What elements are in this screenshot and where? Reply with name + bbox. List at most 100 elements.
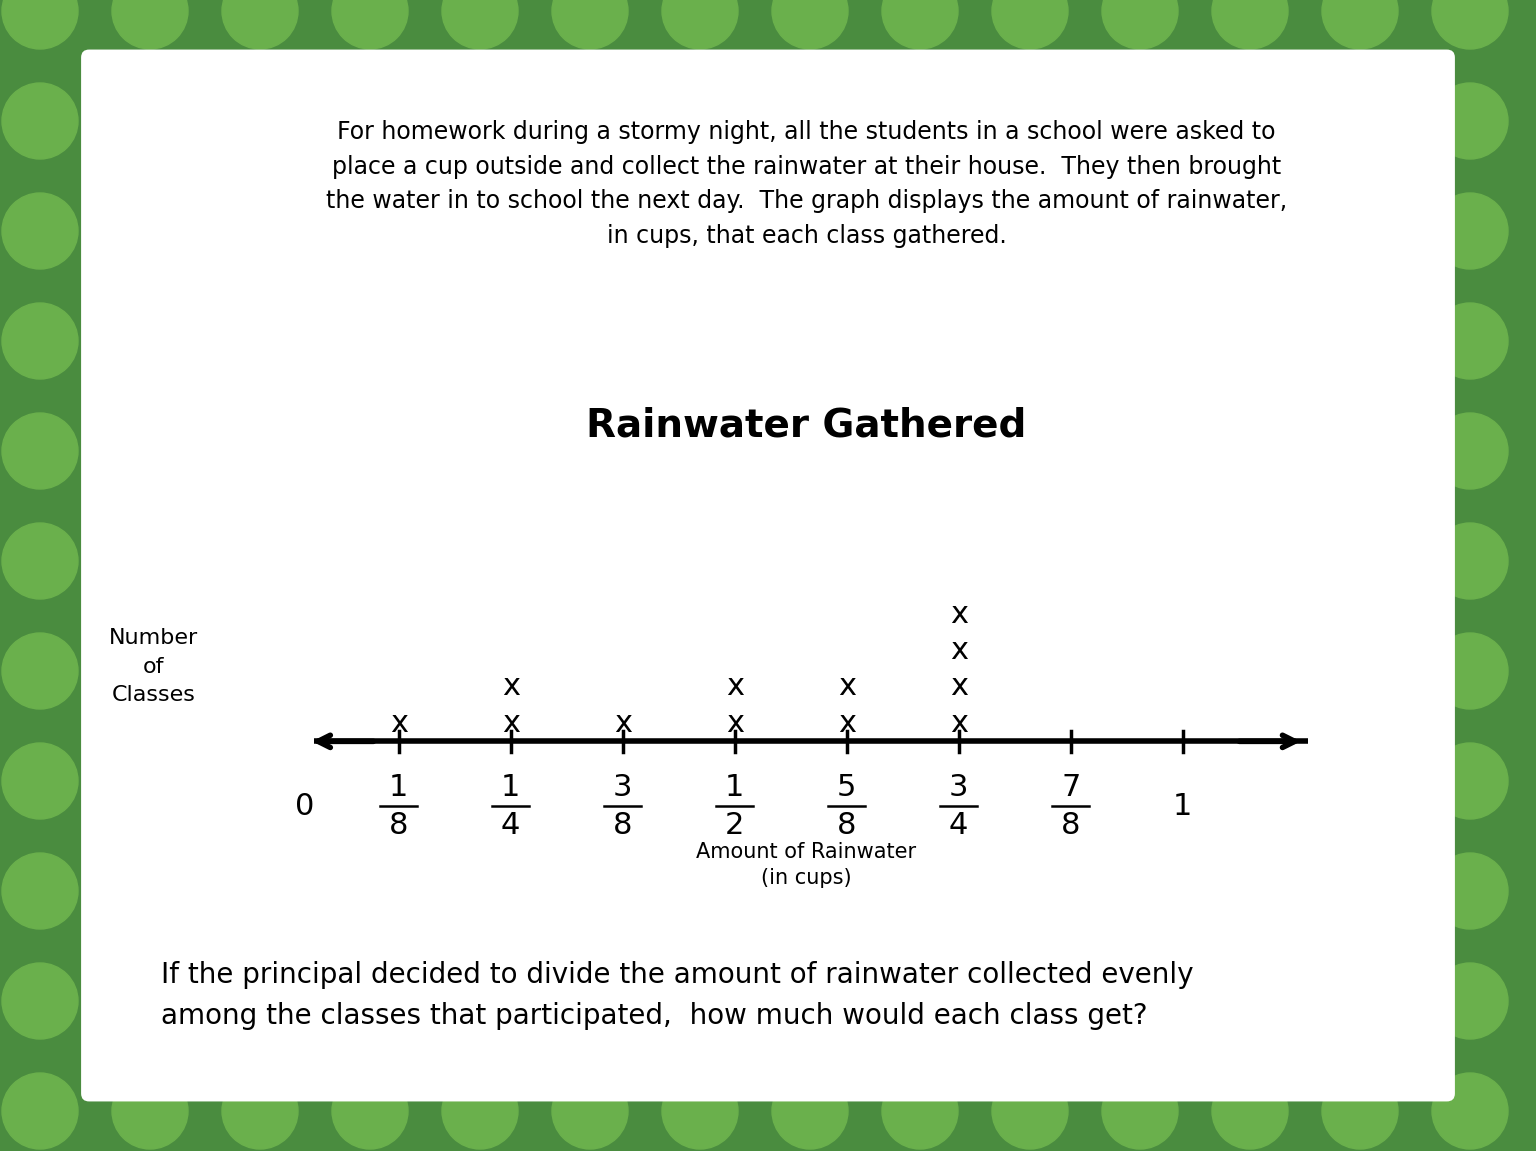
Circle shape bbox=[773, 193, 848, 269]
Circle shape bbox=[1432, 633, 1508, 709]
Text: 1: 1 bbox=[389, 772, 409, 802]
Circle shape bbox=[662, 853, 737, 929]
Circle shape bbox=[1212, 193, 1289, 269]
Circle shape bbox=[442, 963, 518, 1039]
Circle shape bbox=[551, 193, 628, 269]
Circle shape bbox=[1432, 303, 1508, 379]
Circle shape bbox=[2, 193, 78, 269]
Circle shape bbox=[882, 303, 958, 379]
Circle shape bbox=[112, 303, 187, 379]
Text: 0: 0 bbox=[295, 792, 315, 822]
Circle shape bbox=[1101, 853, 1178, 929]
Circle shape bbox=[882, 963, 958, 1039]
Circle shape bbox=[112, 523, 187, 599]
Circle shape bbox=[1432, 83, 1508, 159]
Text: x: x bbox=[725, 709, 743, 738]
Circle shape bbox=[882, 1073, 958, 1149]
Circle shape bbox=[223, 303, 298, 379]
Text: x: x bbox=[390, 709, 407, 738]
Circle shape bbox=[1212, 633, 1289, 709]
Circle shape bbox=[882, 523, 958, 599]
Circle shape bbox=[662, 193, 737, 269]
Circle shape bbox=[223, 0, 298, 49]
Circle shape bbox=[442, 1073, 518, 1149]
Circle shape bbox=[551, 83, 628, 159]
Circle shape bbox=[1101, 963, 1178, 1039]
Circle shape bbox=[551, 963, 628, 1039]
Circle shape bbox=[332, 744, 409, 820]
Circle shape bbox=[773, 303, 848, 379]
Text: Classes: Classes bbox=[112, 685, 195, 706]
Circle shape bbox=[551, 523, 628, 599]
Circle shape bbox=[112, 853, 187, 929]
Circle shape bbox=[2, 744, 78, 820]
Circle shape bbox=[551, 413, 628, 489]
Circle shape bbox=[882, 633, 958, 709]
Text: 3: 3 bbox=[949, 772, 969, 802]
Circle shape bbox=[882, 83, 958, 159]
Circle shape bbox=[1101, 744, 1178, 820]
Circle shape bbox=[1101, 1073, 1178, 1149]
Circle shape bbox=[1322, 1073, 1398, 1149]
Circle shape bbox=[773, 963, 848, 1039]
Circle shape bbox=[992, 83, 1068, 159]
Text: 8: 8 bbox=[837, 810, 857, 840]
Circle shape bbox=[223, 963, 298, 1039]
Text: 7: 7 bbox=[1061, 772, 1080, 802]
Circle shape bbox=[2, 83, 78, 159]
Circle shape bbox=[662, 523, 737, 599]
Circle shape bbox=[1322, 744, 1398, 820]
Circle shape bbox=[1101, 303, 1178, 379]
Circle shape bbox=[2, 1073, 78, 1149]
Text: x: x bbox=[502, 709, 519, 738]
Circle shape bbox=[551, 1073, 628, 1149]
Circle shape bbox=[1322, 963, 1398, 1039]
Circle shape bbox=[551, 633, 628, 709]
Circle shape bbox=[332, 413, 409, 489]
Circle shape bbox=[662, 633, 737, 709]
Text: of: of bbox=[143, 656, 164, 677]
Circle shape bbox=[2, 853, 78, 929]
Text: x: x bbox=[949, 637, 968, 665]
Circle shape bbox=[882, 193, 958, 269]
Circle shape bbox=[1322, 633, 1398, 709]
Circle shape bbox=[332, 523, 409, 599]
Circle shape bbox=[1101, 83, 1178, 159]
Circle shape bbox=[1212, 853, 1289, 929]
Circle shape bbox=[1101, 523, 1178, 599]
Circle shape bbox=[2, 523, 78, 599]
Circle shape bbox=[773, 1073, 848, 1149]
Circle shape bbox=[1101, 633, 1178, 709]
Circle shape bbox=[112, 963, 187, 1039]
Circle shape bbox=[1432, 523, 1508, 599]
Text: For homework during a stormy night, all the students in a school were asked to
p: For homework during a stormy night, all … bbox=[326, 121, 1287, 247]
Circle shape bbox=[1432, 0, 1508, 49]
Circle shape bbox=[1432, 413, 1508, 489]
Circle shape bbox=[223, 193, 298, 269]
Circle shape bbox=[662, 0, 737, 49]
Text: If the principal decided to divide the amount of rainwater collected evenly
amon: If the principal decided to divide the a… bbox=[161, 961, 1193, 1030]
Circle shape bbox=[2, 633, 78, 709]
Circle shape bbox=[1322, 0, 1398, 49]
Circle shape bbox=[332, 963, 409, 1039]
Circle shape bbox=[992, 193, 1068, 269]
Circle shape bbox=[2, 963, 78, 1039]
Circle shape bbox=[2, 0, 78, 49]
Circle shape bbox=[332, 83, 409, 159]
Circle shape bbox=[773, 0, 848, 49]
Circle shape bbox=[1101, 193, 1178, 269]
Circle shape bbox=[882, 744, 958, 820]
Circle shape bbox=[662, 1073, 737, 1149]
Circle shape bbox=[223, 633, 298, 709]
Circle shape bbox=[992, 853, 1068, 929]
Text: 8: 8 bbox=[1061, 810, 1080, 840]
Circle shape bbox=[1322, 853, 1398, 929]
Circle shape bbox=[1322, 303, 1398, 379]
Text: 2: 2 bbox=[725, 810, 745, 840]
Circle shape bbox=[1212, 963, 1289, 1039]
Circle shape bbox=[442, 193, 518, 269]
Circle shape bbox=[2, 413, 78, 489]
Circle shape bbox=[1322, 193, 1398, 269]
Text: 4: 4 bbox=[501, 810, 521, 840]
Text: 4: 4 bbox=[949, 810, 968, 840]
